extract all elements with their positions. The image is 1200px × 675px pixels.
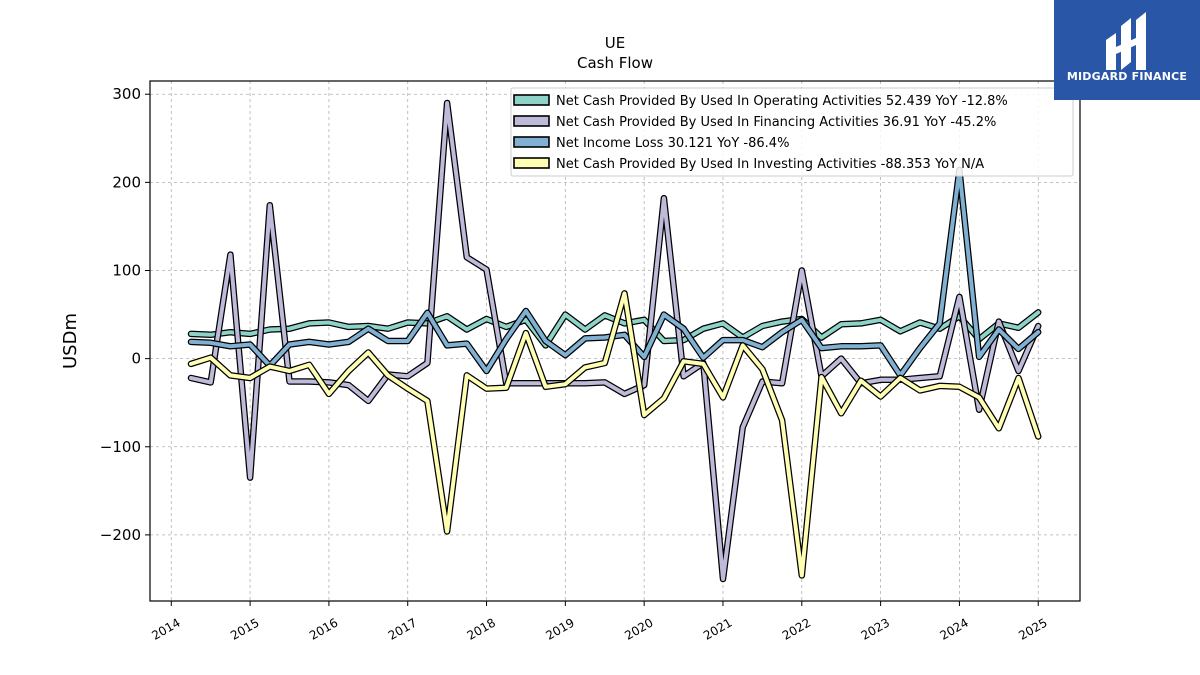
legend-box [510,87,1074,177]
x-tick-label: 2025 [1016,615,1049,642]
x-tick-label: 2020 [622,615,655,642]
series-line-4 [189,291,1041,578]
x-tick-label: 2018 [465,615,498,642]
x-tick-label: 2019 [543,615,576,642]
x-tick-label: 2016 [307,615,340,642]
legend-swatch [513,94,550,106]
chart-title: UE [605,34,625,52]
series-line-3 [189,168,1041,378]
legend-swatch [513,136,550,148]
y-axis-ticks: −200 −100 0 100 200 300 [100,85,150,544]
x-tick-label: 2021 [701,615,734,642]
y-tick-label: −100 [100,438,141,456]
legend-label: Net Income Loss 30.121 YoY -86.4% [556,136,789,151]
plot-frame [149,80,1081,602]
brand-name: MIDGARD FINANCE [1066,70,1188,83]
legend-label: Net Cash Provided By Used In Financing A… [556,115,996,130]
x-tick-label: 2014 [149,615,182,642]
x-tick-label: 2024 [937,615,970,642]
legend-label: Net Cash Provided By Used In Investing A… [556,157,984,172]
y-axis-label: USDm [60,313,81,369]
y-tick-label: 100 [112,261,141,279]
y-tick-label: −200 [100,526,141,544]
legend-swatch [513,115,550,127]
x-tick-label: 2022 [780,615,813,642]
brand-logo-mark-icon [1106,12,1146,70]
x-tick-label: 2017 [386,615,419,642]
legend: Net Cash Provided By Used In Operating A… [510,87,1074,177]
series-lines [187,99,1042,583]
y-tick-label: 200 [112,173,141,191]
x-axis-ticks: 2014 2015 2016 2017 2018 2019 2020 2021 2022 2023… [149,601,1050,643]
x-tick-label: 2023 [859,615,892,642]
y-tick-label: 300 [112,85,141,103]
x-tick-label: 2015 [228,615,261,642]
legend-swatch [513,157,550,169]
y-tick-label: 0 [131,350,141,368]
chart-subtitle: Cash Flow [577,54,653,72]
brand-logo: MIDGARD FINANCE [1054,0,1200,100]
legend-label: Net Cash Provided By Used In Operating A… [556,94,1008,109]
